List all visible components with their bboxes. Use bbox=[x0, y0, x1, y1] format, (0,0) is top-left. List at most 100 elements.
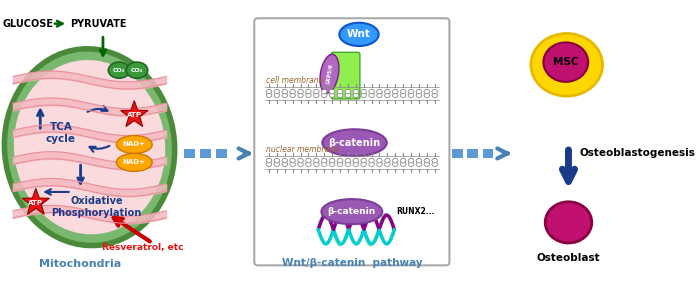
Ellipse shape bbox=[274, 89, 279, 94]
Ellipse shape bbox=[282, 162, 288, 166]
Ellipse shape bbox=[353, 89, 358, 94]
Ellipse shape bbox=[274, 158, 279, 163]
Ellipse shape bbox=[282, 158, 288, 163]
Text: PYRUVATE: PYRUVATE bbox=[70, 19, 126, 29]
Text: Oxidative
Phosphorylation: Oxidative Phosphorylation bbox=[52, 196, 142, 218]
Ellipse shape bbox=[531, 34, 603, 96]
Text: GLUCOSE: GLUCOSE bbox=[3, 19, 54, 29]
Ellipse shape bbox=[266, 158, 272, 163]
Ellipse shape bbox=[361, 89, 366, 94]
Ellipse shape bbox=[274, 162, 279, 166]
Ellipse shape bbox=[266, 93, 272, 97]
Text: RUNX2...: RUNX2... bbox=[397, 207, 435, 216]
Ellipse shape bbox=[408, 158, 414, 163]
Ellipse shape bbox=[266, 162, 272, 166]
Ellipse shape bbox=[377, 93, 382, 97]
Ellipse shape bbox=[321, 158, 327, 163]
Ellipse shape bbox=[353, 158, 358, 163]
Ellipse shape bbox=[416, 158, 421, 163]
Ellipse shape bbox=[345, 89, 351, 94]
Text: nuclear membrane: nuclear membrane bbox=[266, 145, 339, 154]
Ellipse shape bbox=[400, 158, 406, 163]
Polygon shape bbox=[120, 101, 148, 127]
Ellipse shape bbox=[282, 93, 288, 97]
Ellipse shape bbox=[543, 42, 588, 82]
Ellipse shape bbox=[400, 93, 406, 97]
Ellipse shape bbox=[116, 135, 152, 153]
Text: Wnt/β-catenin  pathway: Wnt/β-catenin pathway bbox=[281, 258, 422, 268]
Ellipse shape bbox=[314, 162, 319, 166]
Ellipse shape bbox=[384, 93, 390, 97]
Ellipse shape bbox=[314, 93, 319, 97]
Ellipse shape bbox=[321, 93, 327, 97]
Ellipse shape bbox=[337, 162, 343, 166]
Ellipse shape bbox=[13, 59, 167, 236]
Ellipse shape bbox=[384, 89, 390, 94]
Ellipse shape bbox=[369, 89, 375, 94]
Text: CO₂: CO₂ bbox=[131, 68, 144, 73]
Bar bbox=[482, 149, 493, 158]
Ellipse shape bbox=[320, 54, 339, 93]
Ellipse shape bbox=[290, 89, 295, 94]
Ellipse shape bbox=[408, 89, 414, 94]
Ellipse shape bbox=[298, 89, 303, 94]
Ellipse shape bbox=[340, 23, 379, 46]
Bar bbox=[216, 149, 228, 158]
Ellipse shape bbox=[361, 162, 366, 166]
Text: TCA
cycle: TCA cycle bbox=[46, 122, 76, 144]
Ellipse shape bbox=[345, 162, 351, 166]
Ellipse shape bbox=[4, 49, 175, 246]
Ellipse shape bbox=[126, 62, 148, 78]
Text: cell membrane: cell membrane bbox=[266, 76, 323, 85]
Ellipse shape bbox=[408, 162, 414, 166]
Polygon shape bbox=[22, 188, 50, 214]
Text: LRP5/6: LRP5/6 bbox=[326, 63, 334, 84]
Ellipse shape bbox=[400, 162, 406, 166]
Text: MSC: MSC bbox=[553, 57, 579, 67]
Ellipse shape bbox=[322, 129, 387, 156]
Ellipse shape bbox=[545, 202, 592, 243]
Ellipse shape bbox=[290, 158, 295, 163]
Ellipse shape bbox=[298, 93, 303, 97]
Text: Osteoblast: Osteoblast bbox=[537, 253, 601, 263]
Ellipse shape bbox=[361, 158, 366, 163]
Ellipse shape bbox=[416, 89, 421, 94]
Text: NAD+: NAD+ bbox=[123, 159, 146, 165]
Ellipse shape bbox=[377, 89, 382, 94]
Ellipse shape bbox=[377, 158, 382, 163]
Ellipse shape bbox=[424, 89, 430, 94]
Ellipse shape bbox=[329, 93, 335, 97]
Ellipse shape bbox=[266, 89, 272, 94]
Ellipse shape bbox=[108, 62, 130, 78]
Ellipse shape bbox=[432, 162, 438, 166]
Ellipse shape bbox=[306, 93, 312, 97]
Ellipse shape bbox=[337, 158, 343, 163]
Text: Resveratrol, etc: Resveratrol, etc bbox=[102, 243, 184, 252]
Ellipse shape bbox=[321, 162, 327, 166]
Ellipse shape bbox=[274, 93, 279, 97]
Ellipse shape bbox=[353, 162, 358, 166]
Text: Wnt: Wnt bbox=[347, 29, 371, 39]
Text: β-catenin: β-catenin bbox=[328, 138, 381, 148]
Ellipse shape bbox=[337, 89, 343, 94]
Ellipse shape bbox=[329, 158, 335, 163]
Ellipse shape bbox=[298, 158, 303, 163]
Ellipse shape bbox=[361, 93, 366, 97]
Ellipse shape bbox=[369, 162, 375, 166]
Ellipse shape bbox=[314, 158, 319, 163]
Text: ATP: ATP bbox=[28, 200, 43, 206]
Text: ATP: ATP bbox=[127, 112, 142, 118]
Ellipse shape bbox=[321, 89, 327, 94]
Bar bbox=[452, 149, 463, 158]
Ellipse shape bbox=[337, 93, 343, 97]
Bar bbox=[199, 149, 211, 158]
Ellipse shape bbox=[314, 89, 319, 94]
Bar bbox=[183, 149, 195, 158]
Text: Osteoblastogenesis: Osteoblastogenesis bbox=[579, 149, 695, 158]
Ellipse shape bbox=[329, 89, 335, 94]
Ellipse shape bbox=[424, 162, 430, 166]
Ellipse shape bbox=[424, 158, 430, 163]
FancyBboxPatch shape bbox=[331, 52, 360, 99]
Ellipse shape bbox=[416, 162, 421, 166]
Ellipse shape bbox=[408, 93, 414, 97]
